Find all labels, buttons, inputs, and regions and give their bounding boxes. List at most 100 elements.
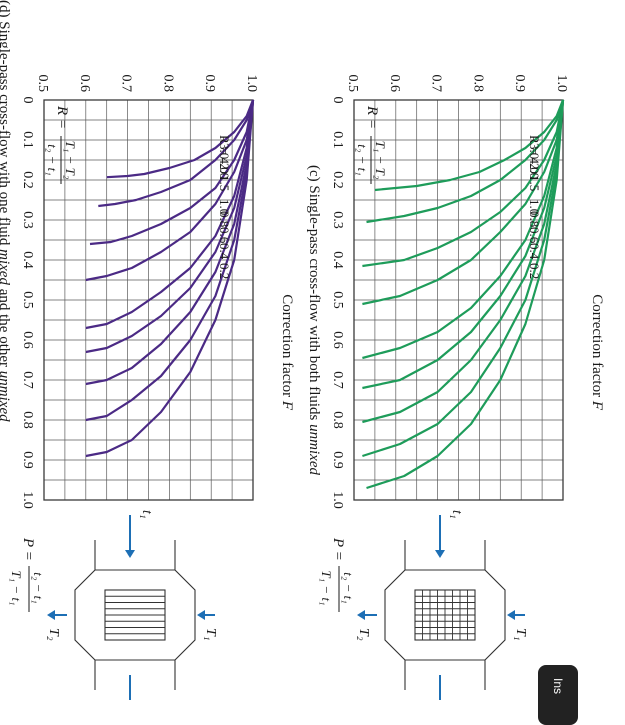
hx-shell-top xyxy=(484,540,506,690)
y-tick-label: 0.7 xyxy=(119,75,134,93)
p-formula-numerator: t₂ − t₁ xyxy=(31,572,46,604)
x-tick-label: 0.8 xyxy=(330,411,345,429)
r-formula-label: R = xyxy=(54,105,70,129)
r-label-0.6: 0.6 xyxy=(527,227,542,244)
y-tick-label: 0.8 xyxy=(160,75,175,93)
hx-label-T1: T₁ xyxy=(513,628,528,641)
r-label-0.4: 0.4 xyxy=(527,243,542,260)
hx-label-T2: T₂ xyxy=(46,628,61,641)
r-formula-denominator: t₂ − t₁ xyxy=(45,144,60,176)
x-tick-label: 0 xyxy=(20,97,35,104)
hx-shell-bottom xyxy=(74,540,96,690)
r-labels: R = 4.03.0 2.01.5 1.00.80.60.4 0.2 xyxy=(527,135,542,279)
p-formula: P = t₂ − t₁ T₁ − t₁ xyxy=(9,537,46,612)
side-badge-label: Ins xyxy=(550,677,565,695)
y-axis-title: Correction factor F xyxy=(279,294,295,411)
hx-arrowhead-T1 xyxy=(507,610,515,620)
r-label-4.0: R = 4.0 xyxy=(217,135,232,174)
panel-d: Correction factor F 0.5 0.6 0.7 0.8 0.9 1.0 0 0.… xyxy=(0,0,295,700)
panel-caption: (c) Single-pass cross-flow with both flu… xyxy=(306,165,322,475)
y-tick-label: 1.0 xyxy=(554,75,569,93)
r-label-0.2: 0.2 xyxy=(217,263,232,279)
x-tick-label: 0.6 xyxy=(330,331,345,349)
x-tick-label: 0.9 xyxy=(330,451,345,469)
caption-emphasis: unmixed xyxy=(306,424,322,475)
r-label-2.0: 2.0 xyxy=(527,163,542,179)
series-line-R-0.8 xyxy=(362,99,565,390)
x-tick-label: 0.6 xyxy=(20,331,35,349)
series-line-R-3.0 xyxy=(98,99,255,208)
x-tick-label: 0.2 xyxy=(20,171,35,189)
x-tick-label: 1.0 xyxy=(330,491,345,509)
r-labels: R = 4.03.0 2.01.5 1.00.80.60.4 0.2 xyxy=(217,135,232,279)
hx-shell-bottom xyxy=(384,540,406,690)
y-tick-label: 0.5 xyxy=(345,75,360,93)
caption-emphasis-2: unmixed xyxy=(0,371,12,422)
p-formula-label: P = xyxy=(20,537,36,561)
y-axis-title-text: Correction factor xyxy=(589,294,605,401)
hx-label-T2: T₂ xyxy=(356,628,371,641)
hx-arrowhead-t1 xyxy=(435,550,445,558)
x-tick-label: 0.3 xyxy=(20,211,35,229)
x-tick-label: 0.5 xyxy=(330,291,345,309)
series-line-R-2.0 xyxy=(362,99,565,268)
r-label-4.0: R = 4.0 xyxy=(527,135,542,174)
x-tick-label: 0.7 xyxy=(20,371,35,389)
panel-caption: (d) Single-pass cross-flow with one flui… xyxy=(0,0,12,422)
series-line-R-1.5 xyxy=(362,99,565,306)
y-tick-label: 0.9 xyxy=(202,75,217,93)
plot-frame xyxy=(43,99,254,501)
p-formula-denominator: T₁ − t₁ xyxy=(319,570,334,605)
p-formula: P = t₂ − t₁ T₁ − t₁ xyxy=(319,537,356,612)
y-tick-label: 0.5 xyxy=(35,75,50,93)
series-line-R-0.2 xyxy=(366,99,565,490)
x-tick-label: 0.1 xyxy=(330,131,345,149)
hx-arrowhead-t1 xyxy=(125,550,135,558)
side-badge[interactable]: Ins xyxy=(538,665,578,725)
p-formula-numerator: t₂ − t₁ xyxy=(341,572,356,604)
y-tick-label: 0.7 xyxy=(429,75,444,93)
caption-text: (c) Single-pass cross-flow with both flu… xyxy=(306,165,322,424)
hx-shell-top xyxy=(174,540,196,690)
p-formula-label: P = xyxy=(330,537,346,561)
series-line-R-3.0 xyxy=(366,99,565,224)
y-tick-label: 1.0 xyxy=(244,75,259,93)
hx-label-t1: t₁ xyxy=(139,510,154,519)
series-line-R-2.0 xyxy=(89,99,255,246)
r-label-0.8: 0.8 xyxy=(527,211,542,227)
x-tick-label: 1.0 xyxy=(20,491,35,509)
r-label-3.0: 3.0 xyxy=(217,143,232,159)
hx-arrowhead-T1 xyxy=(197,610,205,620)
y-axis-title: Correction factor F xyxy=(589,294,605,411)
caption-text-middle: and the other xyxy=(0,285,12,371)
r-label-2.0: 2.0 xyxy=(217,163,232,179)
x-tick-label: 0.3 xyxy=(330,211,345,229)
series-line-R-1.5 xyxy=(85,99,255,282)
series-line-R-1.0 xyxy=(362,99,565,360)
series-line-R-0.4 xyxy=(85,99,255,422)
series-line-R-0.8 xyxy=(85,99,255,354)
panel-c: Correction factor F0.5 0.6 0.7 0.8 0.9 1.000.… xyxy=(306,75,605,700)
caption-emphasis: mixed xyxy=(0,249,12,285)
x-tick-label: 0 xyxy=(330,97,345,104)
series-line-R-1.0 xyxy=(85,99,255,330)
r-label-0.8: 0.8 xyxy=(217,211,232,227)
series-group xyxy=(362,99,565,490)
x-tick-label: 0.7 xyxy=(330,371,345,389)
series-line-R-0.6 xyxy=(85,99,255,386)
x-tick-label: 0.4 xyxy=(330,251,345,269)
r-label-3.0: 3.0 xyxy=(527,143,542,159)
y-axis-title-text: Correction factor xyxy=(279,294,295,401)
y-tick-label: 0.8 xyxy=(470,75,485,93)
y-tick-label: 0.9 xyxy=(512,75,527,93)
series-group xyxy=(85,99,255,458)
heat-exchanger-diagram: t₁t₂T₁T₂ xyxy=(356,510,528,700)
r-label-0.6: 0.6 xyxy=(217,227,232,244)
r-label-0.2: 0.2 xyxy=(527,263,542,279)
r-formula-numerator: T₁ − T₂ xyxy=(63,141,78,180)
y-tick-label: 0.6 xyxy=(387,75,402,93)
caption-text: (d) Single-pass cross-flow with one flui… xyxy=(0,0,12,249)
r-formula-denominator: t₂ − t₁ xyxy=(355,144,370,176)
hx-label-T1: T₁ xyxy=(203,628,218,641)
